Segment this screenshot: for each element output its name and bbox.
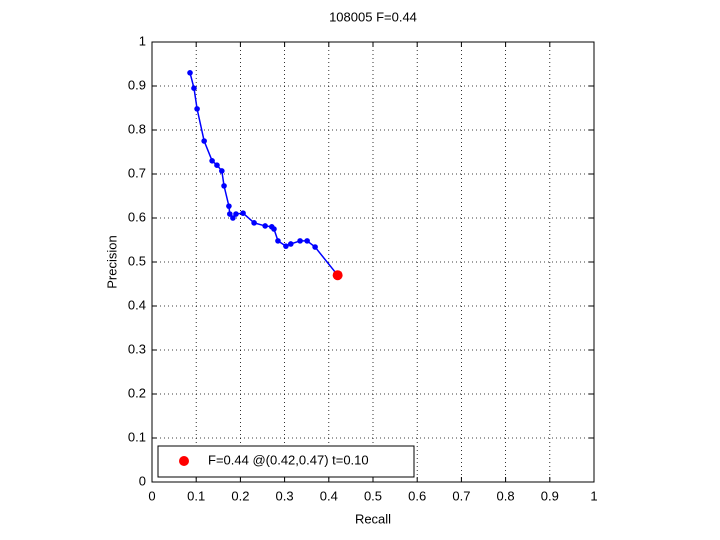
data-point (271, 226, 277, 232)
data-point (240, 210, 246, 216)
x-tick-label: 0.6 (408, 488, 426, 503)
y-tick-label: 0.2 (128, 385, 146, 400)
data-point (287, 241, 294, 247)
x-axis-label: Recall (355, 511, 391, 526)
data-point (191, 85, 197, 91)
x-tick-label: 0.1 (187, 488, 205, 503)
plot-frame (151, 41, 595, 483)
data-point (312, 244, 318, 250)
data-point (226, 203, 232, 209)
x-tick-label: 0.3 (276, 488, 294, 503)
y-tick-label: 0.9 (128, 77, 146, 92)
y-tick-label: 1 (139, 33, 146, 48)
data-point (221, 183, 227, 189)
y-tick-label: 0 (139, 473, 146, 488)
y-tick-label: 0.5 (128, 253, 146, 268)
chart-title: 108005 F=0.44 (329, 9, 417, 24)
data-point (251, 220, 257, 226)
legend-box (157, 445, 415, 478)
data-point (187, 70, 193, 76)
x-tick-label: 0.8 (497, 488, 515, 503)
x-tick-label: 1 (590, 488, 597, 503)
y-tick-label: 0.1 (128, 429, 146, 444)
legend: F=0.44 @(0.42,0.47) t=0.10 (157, 445, 415, 478)
data-point (209, 158, 215, 164)
x-tick-label: 0.2 (231, 488, 249, 503)
data-point (201, 138, 207, 144)
y-tick-label: 0.7 (128, 165, 146, 180)
legend-label: F=0.44 @(0.42,0.47) t=0.10 (208, 452, 369, 467)
data-point (226, 211, 233, 217)
data-point (332, 270, 343, 281)
data-point (194, 106, 200, 112)
data-point (233, 211, 239, 217)
x-tick-label: 0.4 (320, 488, 338, 503)
x-tick-label: 0 (148, 488, 155, 503)
legend-marker (179, 456, 189, 466)
data-point (214, 162, 220, 168)
y-axis-label: Precision (104, 235, 119, 288)
y-tick-label: 0.6 (128, 209, 146, 224)
data-point (283, 243, 289, 249)
y-tick-label: 0.8 (128, 121, 146, 136)
y-tick-label: 0.3 (128, 341, 146, 356)
data-point (230, 215, 236, 221)
x-tick-label: 0.5 (364, 488, 382, 503)
data-point (219, 168, 225, 174)
x-tick-label: 0.9 (541, 488, 559, 503)
data-point (262, 223, 268, 229)
data-point (304, 238, 310, 244)
data-point (275, 238, 281, 244)
x-tick-label: 0.7 (452, 488, 470, 503)
y-tick-label: 0.4 (128, 297, 146, 312)
data-point (297, 238, 303, 244)
